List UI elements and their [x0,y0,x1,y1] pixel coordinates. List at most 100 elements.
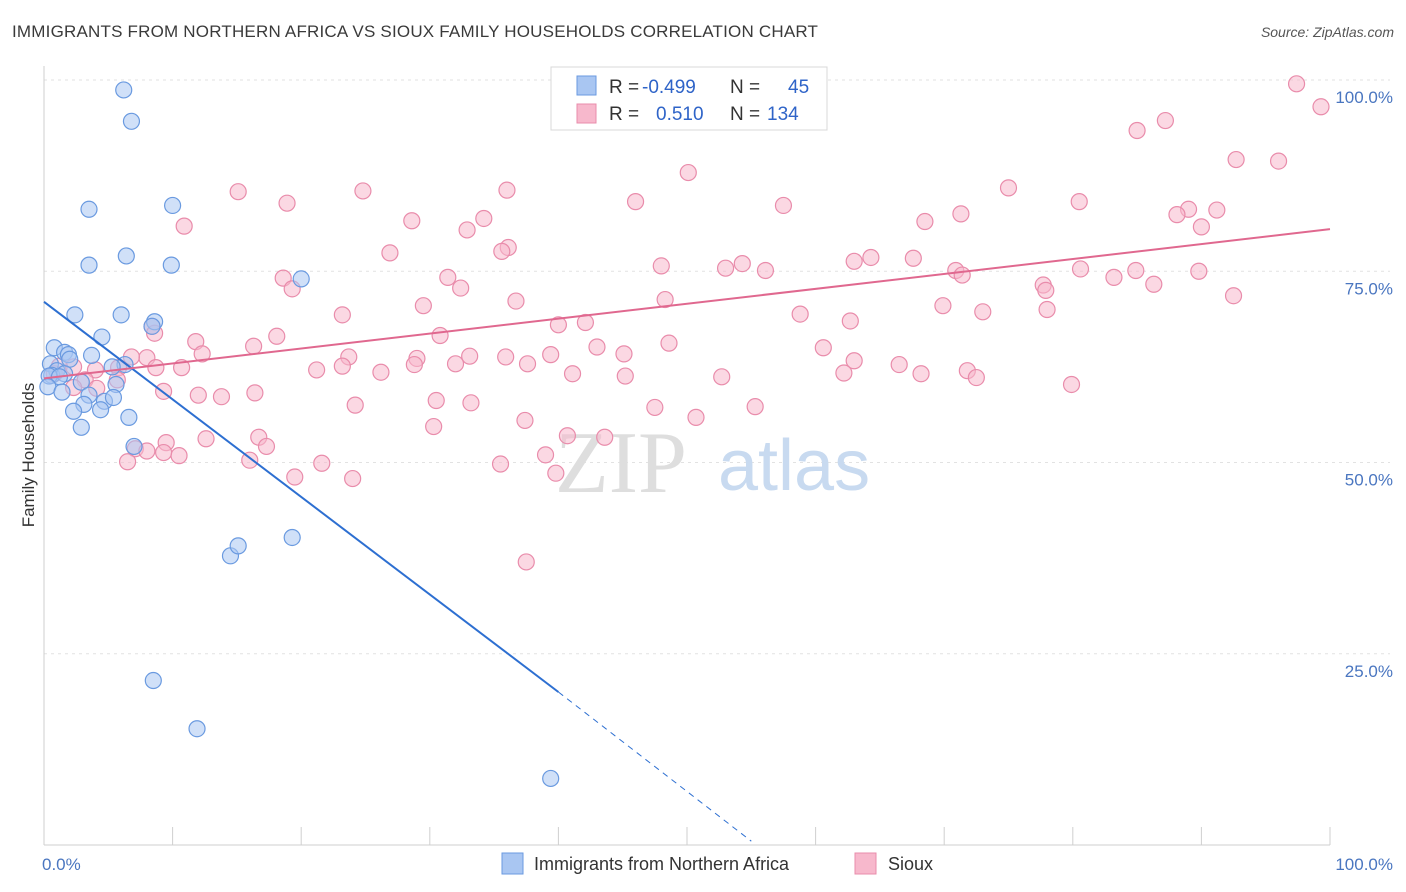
sioux-point-98 [967,368,985,387]
immigrants-point-4 [117,247,135,265]
legend: R = -0.499 N = 45 R = 0.510 N = 134 [550,66,828,131]
sioux-point-25 [381,244,399,262]
immigrants-point-32 [91,401,110,419]
sioux-point-128 [241,451,259,469]
sioux-point-20 [952,205,970,223]
sioux-point-46 [1037,281,1055,299]
bottom-legend-swatch-blue [501,852,524,875]
sioux-point-131 [491,455,510,473]
y-tick-label-3: 100.0% [1335,88,1393,107]
legend-r-label-2: R = [609,104,639,125]
immigrants-point-16 [82,346,101,364]
sioux-point-18 [774,196,793,215]
sioux-point-10 [278,194,296,212]
sioux-point-27 [493,242,511,260]
sioux-point-54 [333,306,351,324]
sioux-point-84 [147,359,165,377]
sioux-point-91 [518,355,537,373]
bottom-legend: Immigrants from Northern Africa Sioux [501,852,933,875]
sioux-point-114 [687,408,705,426]
sioux-point-58 [934,297,952,315]
sioux-point-57 [841,312,859,330]
sioux-point-5 [1269,152,1288,170]
immigrants-point-5 [80,256,98,274]
sioux-point-62 [431,326,449,345]
sioux-point-51 [414,297,432,315]
sioux-point-117 [558,427,577,445]
sioux-point-74 [461,347,479,365]
sioux-point-65 [245,337,263,355]
sioux-point-94 [713,368,731,386]
immigrants-point-17 [61,350,79,368]
sioux-point-36 [953,266,971,284]
sioux-point-49 [656,290,674,309]
sioux-point-115 [516,411,534,430]
sioux-point-109 [427,391,445,410]
sioux-point-125 [536,446,555,464]
sioux-point-53 [974,303,992,321]
sioux-point-3 [1128,121,1146,140]
immigrants-point-11 [143,317,161,335]
y-tick-label-0: 25.0% [1345,662,1393,681]
sioux-point-8 [354,182,372,200]
sioux-point-96 [912,365,930,383]
x-tick-labels: 0.0% 100.0% [42,855,1393,874]
sioux-point-1 [1312,98,1330,116]
sioux-point-133 [286,468,304,486]
sioux-point-107 [189,386,207,404]
sioux-point-120 [197,430,215,448]
sioux-point-134 [344,469,362,488]
sioux-point-44 [1145,275,1163,293]
watermark: ZIP atlas [555,415,870,512]
immigrants-point-3 [164,196,182,215]
sioux-point-132 [547,464,565,482]
sioux-point-63 [268,327,286,345]
sioux-point-26 [175,217,193,235]
y-tick-labels: 25.0% 50.0% 75.0% 100.0% [1335,88,1393,681]
sioux-point-92 [563,365,582,383]
x-tick-marks [172,827,1331,845]
immigrants-points [39,81,560,788]
bottom-legend-label-1: Immigrants from Northern Africa [534,854,790,874]
sioux-point-29 [733,255,751,273]
x-tick-label-1: 100.0% [1335,855,1393,874]
sioux-point-71 [615,345,633,363]
immigrants-point-6 [162,256,180,274]
immigrants-point-33 [64,402,83,420]
immigrants-point-20 [103,358,121,376]
sioux-point-87 [333,357,351,375]
sioux-point-15 [1208,201,1226,219]
sioux-point-122 [257,437,276,456]
sioux-point-42 [452,279,470,297]
sioux-point-37 [1071,260,1090,278]
sioux-point-111 [346,396,364,414]
sioux-point-22 [1192,218,1211,236]
sioux-point-113 [746,398,764,416]
sioux-point-47 [1105,268,1123,286]
legend-r-label-1: R = [609,77,639,98]
sioux-point-2 [1156,111,1174,130]
sioux-trend-line [43,228,1331,380]
sioux-point-39 [1190,262,1208,280]
chart-title: IMMIGRANTS FROM NORTHERN AFRICA VS SIOUX… [12,22,819,41]
sioux-point-126 [170,447,188,465]
y-tick-label-2: 75.0% [1345,279,1393,298]
watermark-atlas: atlas [718,426,870,506]
immigrants-point-38 [229,537,247,555]
legend-n-value-2: 134 [767,104,799,125]
sioux-point-110 [462,394,480,412]
immigrants-point-39 [283,528,301,547]
legend-swatch-pink [576,103,597,124]
sioux-point-31 [652,257,670,275]
sioux-point-12 [999,179,1018,197]
legend-swatch-blue [576,75,597,96]
immigrants-trend-extension [558,691,752,842]
sioux-point-69 [845,352,863,370]
sioux-point-55 [549,316,568,334]
sioux-point-16 [403,212,421,230]
sioux-point-48 [1224,287,1243,305]
sioux-point-70 [890,355,908,374]
sioux-point-135 [517,553,535,571]
sioux-point-21 [1168,206,1186,224]
